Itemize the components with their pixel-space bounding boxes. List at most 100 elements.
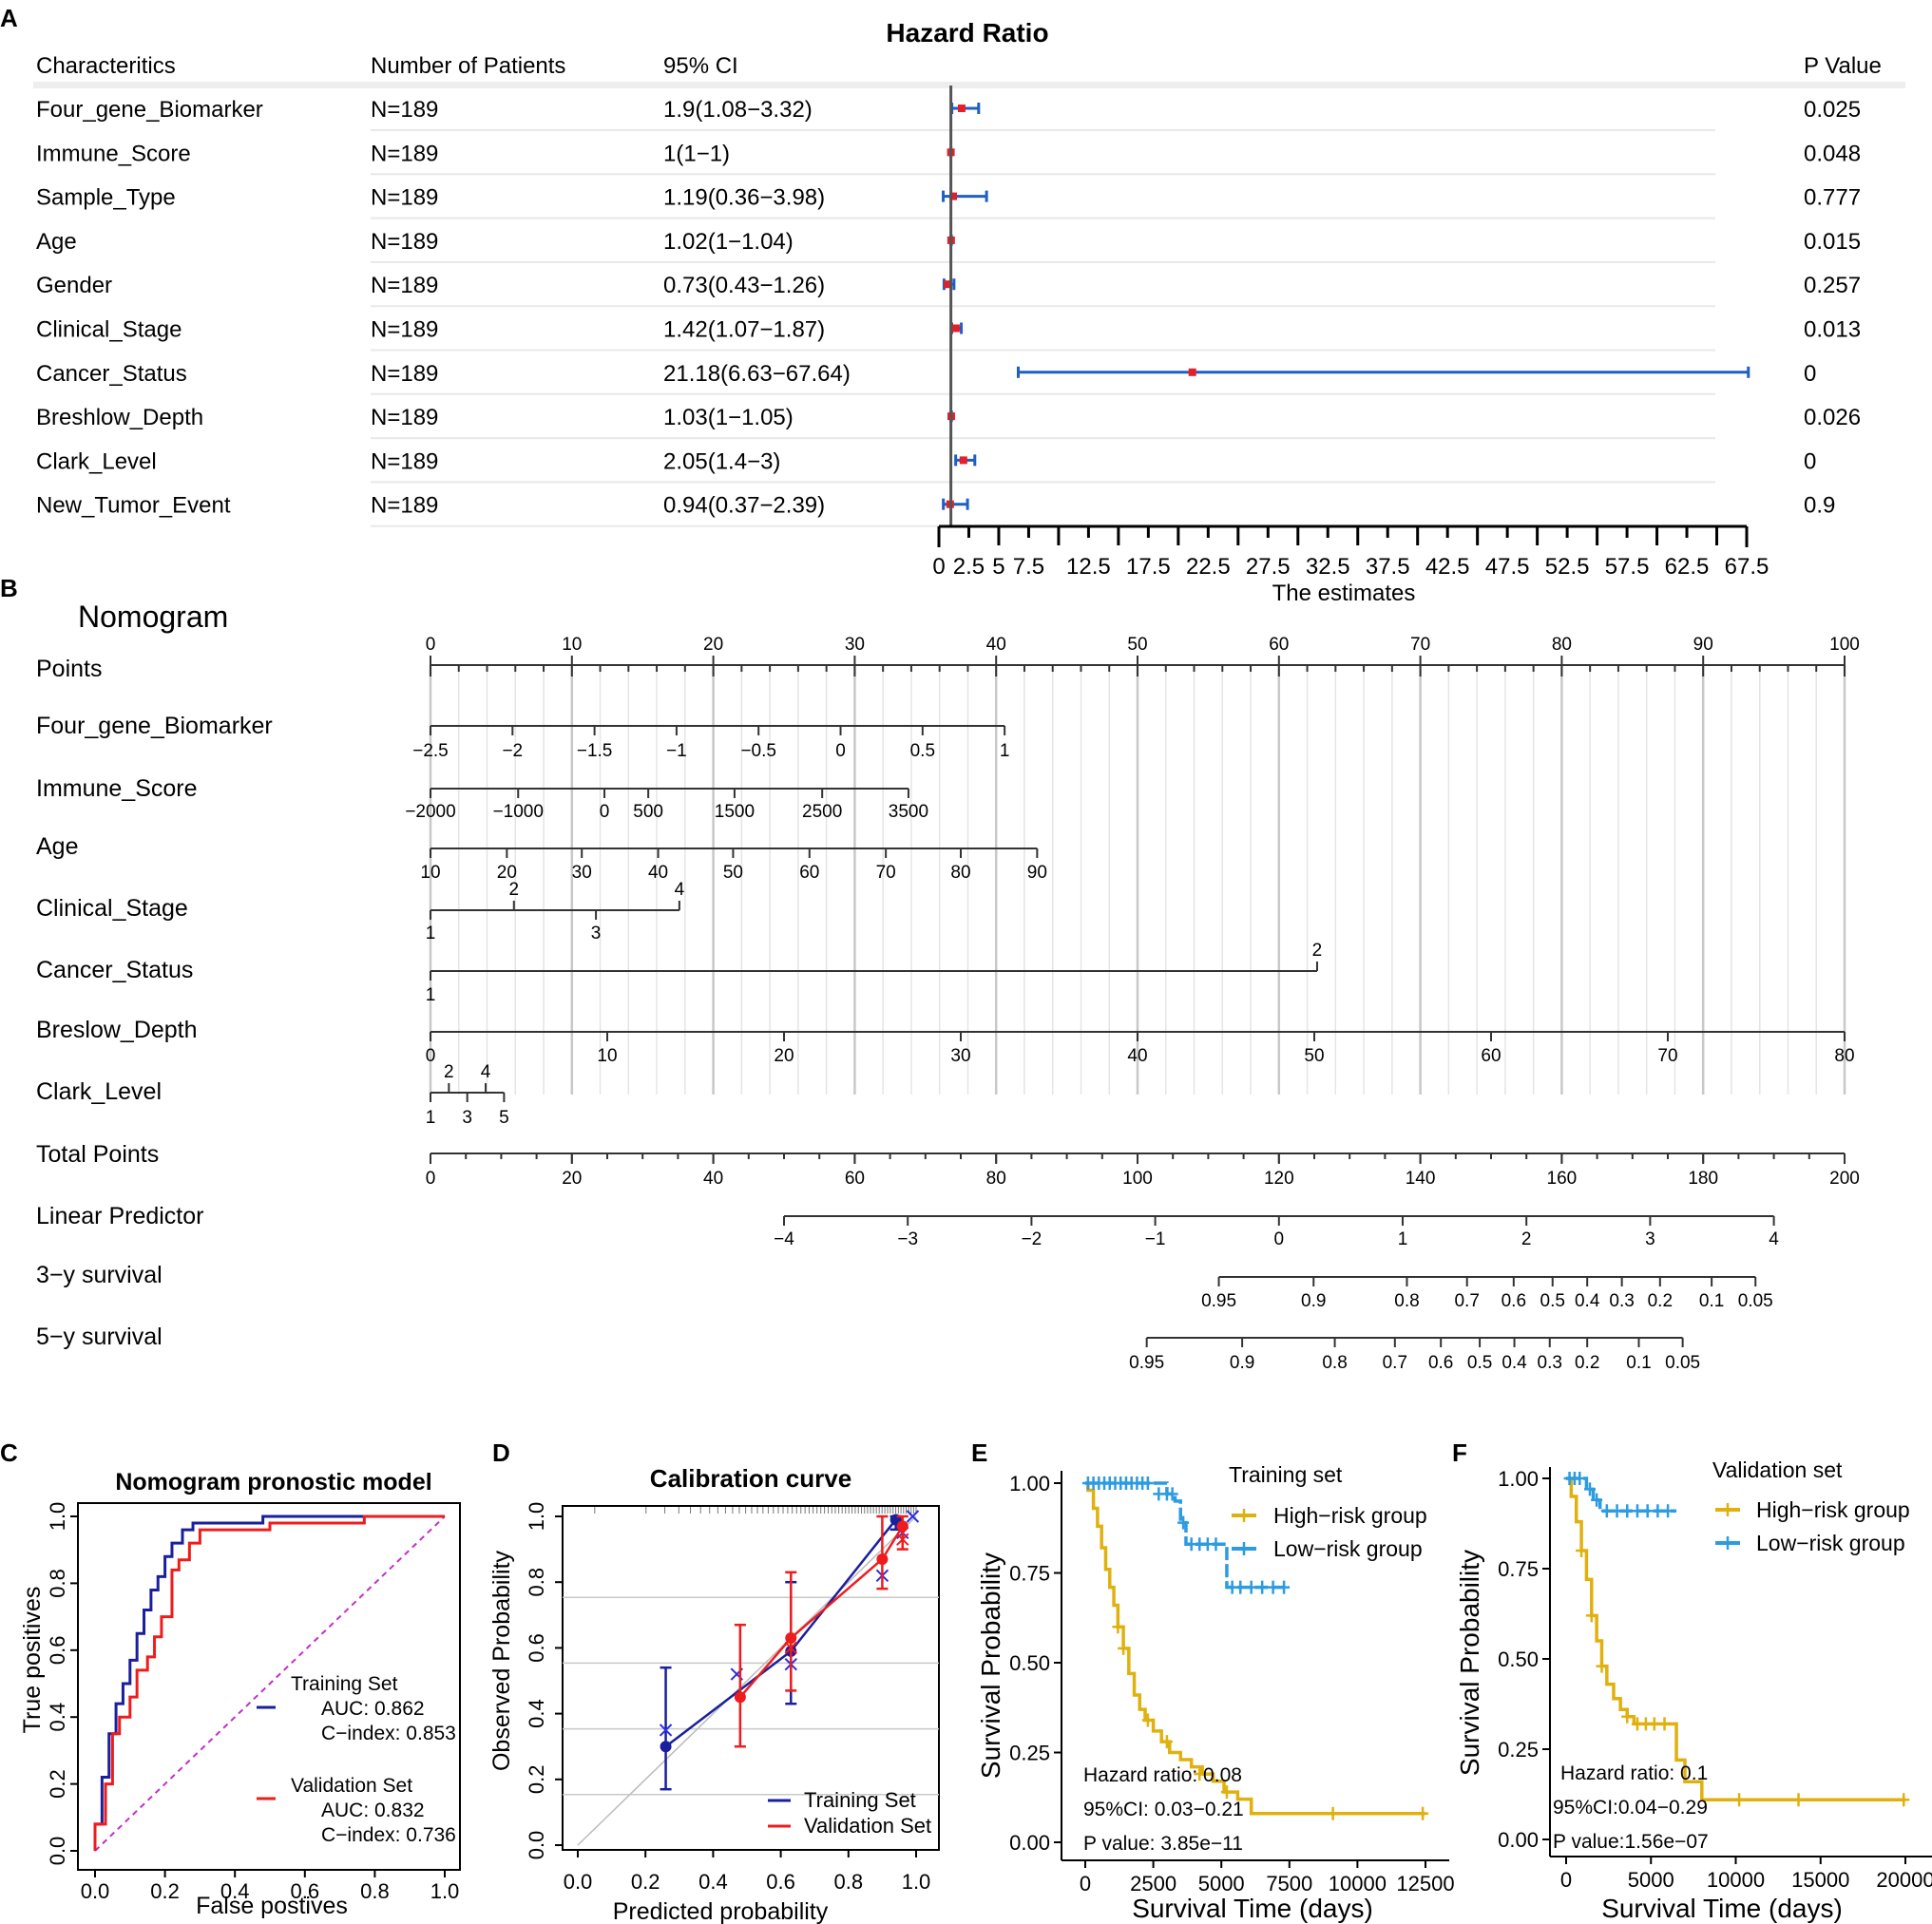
forest-axis-tick-label: 12.5 bbox=[1066, 554, 1111, 580]
forest-row-ci: 1.42(1.07−1.87) bbox=[663, 317, 825, 343]
km-x-tick-label: 0 bbox=[1080, 1872, 1091, 1895]
calibration-point bbox=[896, 1520, 909, 1533]
roc-legend-training-cindex: C−index: 0.853 bbox=[321, 1723, 456, 1744]
calibration-x-tick-label: 0.4 bbox=[698, 1870, 728, 1894]
forest-hr-point bbox=[944, 280, 952, 289]
nomogram-tick-label: 20 bbox=[774, 1046, 794, 1066]
roc-y-tick-label: 1.0 bbox=[46, 1502, 69, 1532]
nomogram-tick-label: 80 bbox=[986, 1169, 1006, 1189]
forest-axis-tick-label: 27.5 bbox=[1246, 554, 1291, 580]
nomogram-tick-label: 40 bbox=[703, 1169, 723, 1189]
km-high-risk-curve bbox=[1566, 1476, 1905, 1801]
km-censor-mark bbox=[1658, 1717, 1671, 1731]
panel-label-c: C bbox=[0, 1438, 18, 1467]
km-training-pvalue: P value: 3.85e−11 bbox=[1083, 1833, 1243, 1855]
km-x-tick-label: 10000 bbox=[1329, 1872, 1387, 1895]
forest-xlabel: The estimates bbox=[1272, 581, 1416, 606]
forest-axis-tick-label: 22.5 bbox=[1186, 554, 1231, 580]
km-x-tick-label: 7500 bbox=[1266, 1872, 1312, 1895]
km-training-legend-title: Training set bbox=[1229, 1462, 1343, 1487]
km-censor-mark bbox=[1210, 1537, 1222, 1552]
nomogram-tick-label: 100 bbox=[1122, 1169, 1153, 1189]
nomogram-title: Nomogram bbox=[78, 600, 228, 634]
roc-y-tick-label: 0.4 bbox=[46, 1703, 69, 1732]
forest-row-n: N=189 bbox=[371, 317, 438, 343]
km-censor-mark bbox=[1611, 1504, 1623, 1518]
forest-header-ci: 95% CI bbox=[663, 53, 738, 79]
nomogram-tick-label: 0.05 bbox=[1738, 1291, 1773, 1311]
forest-row-ci: 0.94(0.37−2.39) bbox=[663, 493, 825, 519]
nomogram-tick-label: 70 bbox=[1657, 1046, 1677, 1066]
nomogram-gridlines bbox=[429, 665, 1846, 1095]
calibration-point bbox=[734, 1691, 746, 1704]
nomogram-tick-label: 0.2 bbox=[1648, 1291, 1673, 1311]
forest-hr-point bbox=[951, 324, 960, 333]
forest-row-p: 0.048 bbox=[1804, 141, 1861, 166]
forest-header-patients: Number of Patients bbox=[371, 53, 565, 79]
forest-row-name: Sample_Type bbox=[36, 185, 176, 211]
nomogram-tick-label: 30 bbox=[572, 863, 592, 883]
forest-row-p: 0.026 bbox=[1804, 405, 1861, 430]
nomogram-tick-label: 200 bbox=[1829, 1169, 1860, 1189]
calibration-cross-marker bbox=[659, 1724, 673, 1737]
forest-row-p: 0.015 bbox=[1804, 229, 1861, 255]
calibration-y-tick-label: 0.4 bbox=[525, 1699, 548, 1728]
nomogram-tick-label: −1.5 bbox=[577, 741, 613, 761]
forest-axis-tick-label: 47.5 bbox=[1485, 554, 1530, 580]
roc-x-tick-label: 0.2 bbox=[150, 1879, 180, 1903]
km-validation-xlabel: Survival Time (days) bbox=[1601, 1894, 1843, 1923]
km-censor-mark bbox=[1160, 1735, 1173, 1749]
panel-label-f: F bbox=[1452, 1438, 1467, 1467]
km-x-tick-label: 5000 bbox=[1198, 1872, 1245, 1895]
calibration-series-line bbox=[738, 1525, 904, 1699]
nomogram-tick-label: 0 bbox=[426, 1169, 436, 1189]
forest-axis-tick-label: 67.5 bbox=[1725, 554, 1769, 580]
km-training-plot: 0.00 0.25 0.50 0.75 1.00 0 2500 5000 7500 10000 12… bbox=[1009, 1471, 1455, 1895]
roc-x-tick-label: 0.0 bbox=[81, 1879, 110, 1903]
forest-axis-tick-label: 17.5 bbox=[1126, 554, 1171, 580]
km-x-tick-label: 0 bbox=[1560, 1868, 1572, 1892]
km-training-legend-high: High−risk group bbox=[1273, 1503, 1427, 1528]
forest-row-ci: 1.19(0.36−3.98) bbox=[663, 185, 825, 211]
forest-header-characteristics: Characteritics bbox=[36, 53, 176, 79]
forest-row-p: 0.025 bbox=[1804, 97, 1861, 123]
nomogram-tick-label: −1 bbox=[666, 741, 687, 761]
nomogram-tick-label: 0 bbox=[600, 802, 610, 822]
calibration-series-line bbox=[664, 1518, 897, 1748]
forest-row-ci: 2.05(1.4−3) bbox=[663, 448, 780, 474]
nomogram-row-label: Total Points bbox=[36, 1141, 159, 1168]
nomogram-tick-label: 180 bbox=[1688, 1169, 1718, 1189]
nomogram-row-label: Age bbox=[36, 833, 78, 860]
km-censor-mark bbox=[1733, 1793, 1746, 1807]
km-censor-mark bbox=[1574, 1472, 1586, 1485]
km-training-hazard-ratio: Hazard ratio: 0.08 bbox=[1083, 1764, 1242, 1786]
forest-axis-tick-label: 2.5 bbox=[953, 554, 985, 580]
nomogram-tick-label: 30 bbox=[950, 1046, 970, 1066]
forest-hr-point bbox=[959, 456, 967, 465]
nomogram-tick-label: 0.8 bbox=[1322, 1353, 1347, 1373]
km-validation-plot: 0.00 0.25 0.50 0.75 1.00 0 5000 10000 15000 20000 bbox=[1498, 1467, 1932, 1892]
nomogram-tick-label: 30 bbox=[845, 635, 865, 655]
nomogram-tick-label: 1 bbox=[426, 985, 436, 1005]
calibration-point bbox=[785, 1632, 797, 1645]
nomogram-tick-label: 60 bbox=[799, 863, 819, 883]
km-censor-mark bbox=[1177, 1515, 1190, 1530]
nomogram-tick-label: 0.2 bbox=[1575, 1353, 1599, 1373]
nomogram-tick-label: 10 bbox=[420, 863, 440, 883]
km-censor-mark bbox=[1118, 1641, 1130, 1655]
nomogram-tick-label: 50 bbox=[723, 863, 743, 883]
km-y-tick-label: 0.00 bbox=[1009, 1831, 1050, 1855]
nomogram-tick-label: 0.6 bbox=[1428, 1353, 1453, 1373]
nomogram-tick-label: −0.5 bbox=[740, 741, 776, 761]
nomogram-tick-label: 4 bbox=[1769, 1229, 1779, 1249]
forest-header-pvalue: P Value bbox=[1804, 53, 1882, 79]
forest-axis-tick-label: 5 bbox=[992, 554, 1004, 580]
km-censor-mark bbox=[1600, 1504, 1613, 1518]
km-validation-legend-title: Validation set bbox=[1712, 1457, 1843, 1482]
km-validation-ylabel: Survival Probability bbox=[1455, 1550, 1484, 1776]
panel-c: C Nomogram pronostic model 0.00.00.20.20… bbox=[0, 1438, 461, 1919]
nomogram-row-label: Linear Predictor bbox=[36, 1203, 203, 1229]
km-training-ylabel: Survival Probability bbox=[976, 1553, 1005, 1779]
forest-row-ci: 1(1−1) bbox=[663, 141, 730, 166]
nomogram-tick-label: 500 bbox=[633, 802, 663, 822]
